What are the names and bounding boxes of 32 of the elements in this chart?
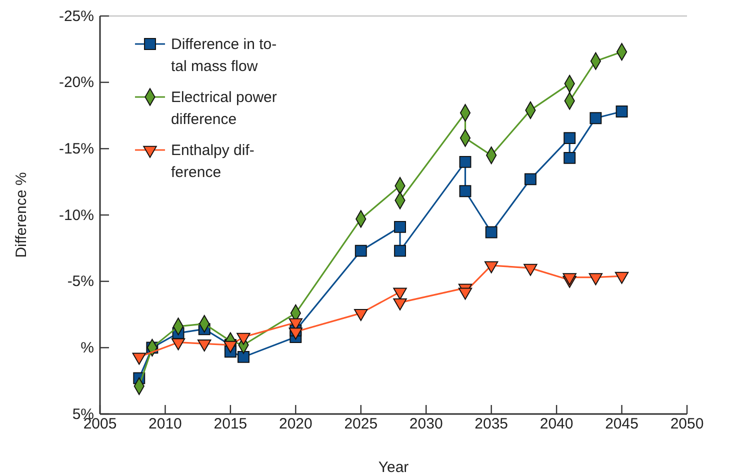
x-tick-label: 2040 xyxy=(540,416,574,433)
point xyxy=(564,152,576,164)
point xyxy=(485,226,498,238)
point xyxy=(354,244,367,257)
y-tick-label: -20% xyxy=(58,74,94,92)
point xyxy=(616,106,628,118)
x-tick-label: 2025 xyxy=(344,416,378,433)
y-tick-label: % xyxy=(80,339,94,356)
point xyxy=(394,220,406,233)
point xyxy=(394,244,406,257)
y-tick-label: -15% xyxy=(58,140,94,158)
y-axis-title: Difference % xyxy=(13,172,30,258)
point xyxy=(524,173,536,186)
legend-label: Enthalpy dif- ference xyxy=(171,142,254,181)
x-tick-label: 2050 xyxy=(670,416,704,433)
point xyxy=(459,185,472,198)
x-tick-label: 2035 xyxy=(474,416,508,433)
legend-label: Difference in to- tal mass flow xyxy=(171,36,277,75)
x-tick-label: 2045 xyxy=(605,416,638,433)
point xyxy=(459,156,472,168)
y-tick-label: -25% xyxy=(58,8,94,25)
y-tick-label: -5% xyxy=(67,273,94,290)
legend-label: Electrical power difference xyxy=(171,89,277,128)
x-tick-label: 2015 xyxy=(214,416,248,433)
point xyxy=(564,132,576,144)
x-axis-title: Year xyxy=(378,459,409,475)
y-tick-label: -10% xyxy=(58,206,94,224)
point xyxy=(238,350,250,363)
x-tick-label: 2010 xyxy=(148,416,182,433)
point xyxy=(590,112,602,124)
x-tick-label: 2020 xyxy=(278,416,312,433)
x-tick-label: 2030 xyxy=(409,416,443,433)
